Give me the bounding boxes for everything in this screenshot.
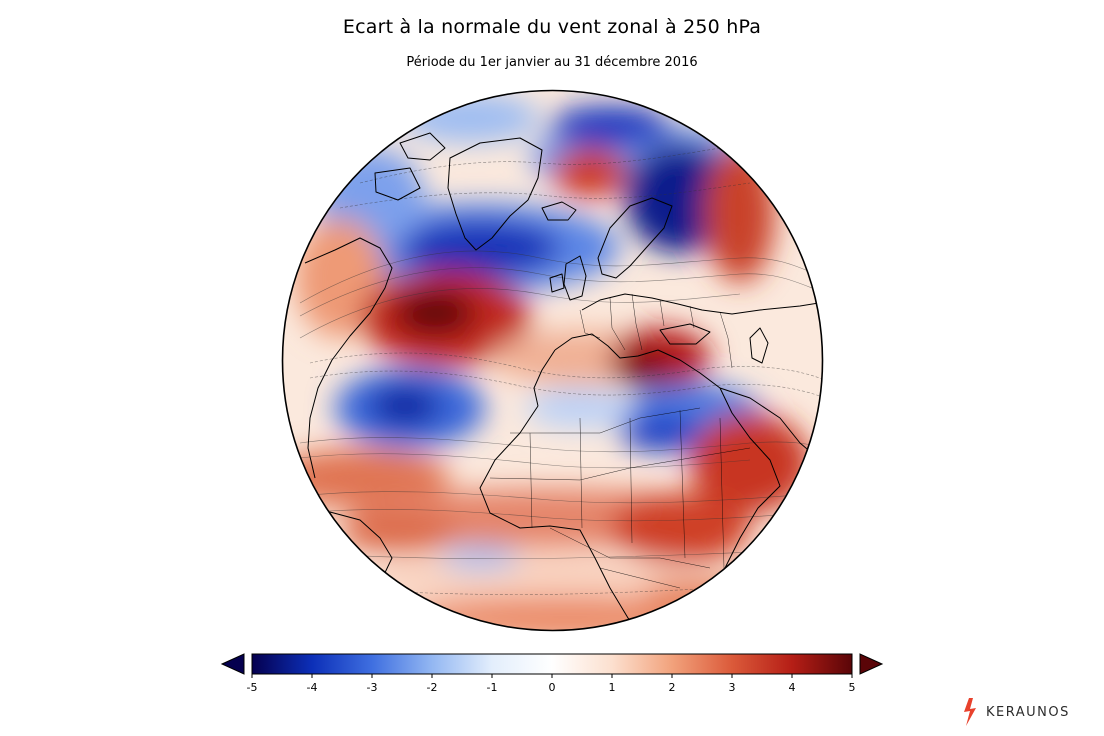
colorbar-tick-label: 2	[669, 681, 676, 694]
colorbar-ticks: -5 -4 -3 -2 -1 0 1 2 3 4 5	[247, 674, 856, 694]
anomaly-field	[282, 93, 810, 631]
brand-name: KERAUNOS	[986, 705, 1070, 720]
contour-lines	[299, 147, 823, 595]
colorbar-tick-label: 4	[789, 681, 796, 694]
colorbar-extend-low	[220, 653, 245, 675]
colorbar-tick-label: -1	[487, 681, 498, 694]
colorbar-tick-label: -3	[367, 681, 378, 694]
lightning-bolt-icon	[964, 698, 976, 726]
colorbar-tick-label: 0	[549, 681, 556, 694]
country-borders	[489, 293, 751, 589]
chart-subtitle: Période du 1er janvier au 31 décembre 20…	[406, 55, 698, 70]
colorbar-bar	[251, 653, 853, 675]
colorbar-tick-label: -5	[247, 681, 258, 694]
colorbar-tick-label: -2	[427, 681, 438, 694]
colorbar-tick-label: 5	[849, 681, 856, 694]
keraunos-logo: KERAUNOS	[960, 697, 1090, 727]
colorbar-tick-label: -4	[307, 681, 318, 694]
colorbar: -5 -4 -3 -2 -1 0 1 2 3 4 5	[220, 653, 884, 694]
chart-title: Ecart à la normale du vent zonal à 250 h…	[342, 16, 762, 38]
colorbar-tick-label: 1	[609, 681, 616, 694]
globe-outline	[281, 89, 824, 632]
globe-map	[281, 89, 824, 632]
colorbar-extend-high	[859, 653, 884, 675]
colorbar-tick-label: 3	[729, 681, 736, 694]
